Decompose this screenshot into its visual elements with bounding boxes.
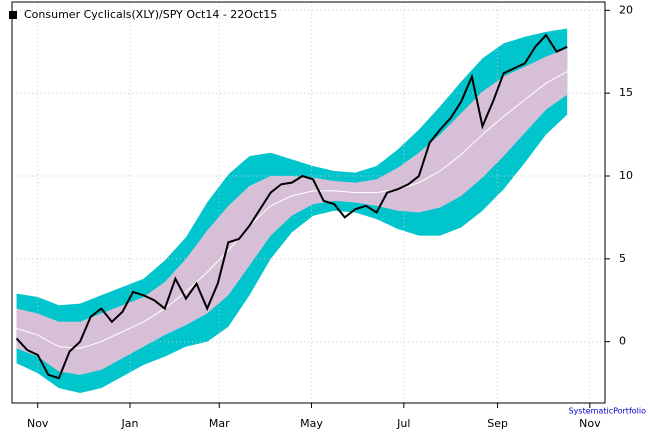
price-line [15, 33, 568, 380]
y-tick-label: 20 [619, 3, 633, 16]
x-tick-label: Sep [487, 417, 508, 430]
plot-frame [11, 1, 606, 404]
credit: SystematicPortfolio [569, 407, 647, 416]
x-tick-label: Nov [579, 417, 601, 430]
legend-swatch [9, 11, 17, 19]
y-tick-label: 15 [619, 86, 633, 99]
x-tick-label: Mar [209, 417, 230, 430]
mean-line [16, 71, 568, 349]
x-tick-label: Jan [121, 417, 139, 430]
band-area [16, 48, 568, 375]
x-tick-label: May [300, 417, 323, 430]
legend-label: Consumer Cyclicals(XLY)/SPY Oct14 - 22Oc… [24, 8, 277, 21]
x-tick-label: Nov [27, 417, 49, 430]
x-tick-label: Jul [396, 417, 410, 430]
y-tick-label: 10 [619, 169, 633, 182]
y-tick-label: 0 [619, 335, 626, 348]
y-tick-label: 5 [619, 252, 626, 265]
plot-area [12, 2, 605, 403]
